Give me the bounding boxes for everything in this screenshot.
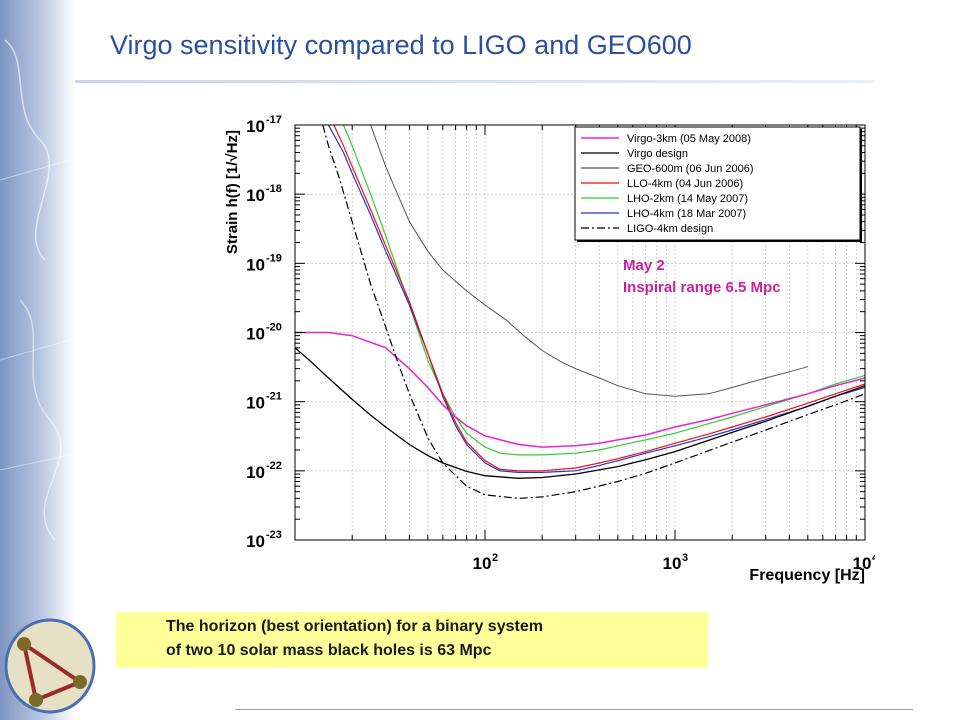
footer-divider [235, 709, 913, 710]
y-tick-label: 10 [246, 463, 265, 482]
legend-label: Virgo design [627, 148, 688, 160]
legend-label: LHO-2km (14 May 2007) [627, 193, 748, 205]
y-tick-exponent: -23 [266, 529, 282, 541]
x-tick-exponent: 3 [682, 552, 688, 564]
y-tick-label: 10 [246, 532, 265, 551]
y-tick-label: 10 [246, 255, 265, 274]
note-line: of two 10 solar mass black holes is 63 M… [166, 642, 492, 659]
x-tick-exponent: 2 [492, 552, 498, 564]
chart-annotation: Inspiral range 6.5 Mpc [623, 279, 781, 296]
y-tick-exponent: -19 [266, 252, 282, 264]
y-tick-exponent: -21 [266, 391, 282, 403]
series-line [295, 347, 865, 479]
chart-annotation: May 2 [623, 257, 665, 274]
legend-label: LHO-4km (18 Mar 2007) [627, 208, 746, 220]
y-tick-label: 10 [246, 117, 265, 136]
note-line: The horizon (best orientation) for a bin… [166, 618, 543, 635]
x-tick-label: 10 [473, 554, 492, 573]
legend-label: Virgo-3km (05 May 2008) [627, 133, 751, 145]
y-tick-exponent: -22 [266, 460, 282, 472]
series-line [322, 125, 865, 499]
title-divider [75, 80, 875, 83]
series-line [327, 125, 865, 473]
y-axis-label: Strain h(f) [1/√Hz] [224, 130, 241, 254]
legend-label: LLO-4km (04 Jun 2006) [627, 178, 743, 190]
slide-title: Virgo sensitivity compared to LIGO and G… [110, 30, 692, 60]
x-axis-label: Frequency [Hz] [749, 567, 865, 584]
y-tick-label: 10 [246, 325, 265, 344]
y-tick-label: 10 [246, 394, 265, 413]
x-tick-exponent: 4 [872, 552, 875, 564]
series-line [333, 125, 865, 472]
y-tick-label: 10 [246, 186, 265, 205]
legend-label: LIGO-4km design [627, 223, 713, 235]
x-tick-label: 10 [853, 554, 872, 573]
legend [574, 126, 861, 241]
series-line [295, 331, 865, 448]
left-decorative-band [0, 0, 75, 720]
y-tick-exponent: -20 [266, 322, 282, 334]
logo-emblem [4, 618, 96, 714]
x-tick-label: 10 [663, 554, 682, 573]
note-box: The horizon (best orientation) for a bin… [116, 612, 708, 668]
y-tick-exponent: -18 [266, 183, 282, 195]
y-tick-exponent: -17 [266, 114, 282, 126]
legend-label: GEO-600m (06 Jun 2006) [627, 163, 754, 175]
series-line [370, 125, 808, 397]
